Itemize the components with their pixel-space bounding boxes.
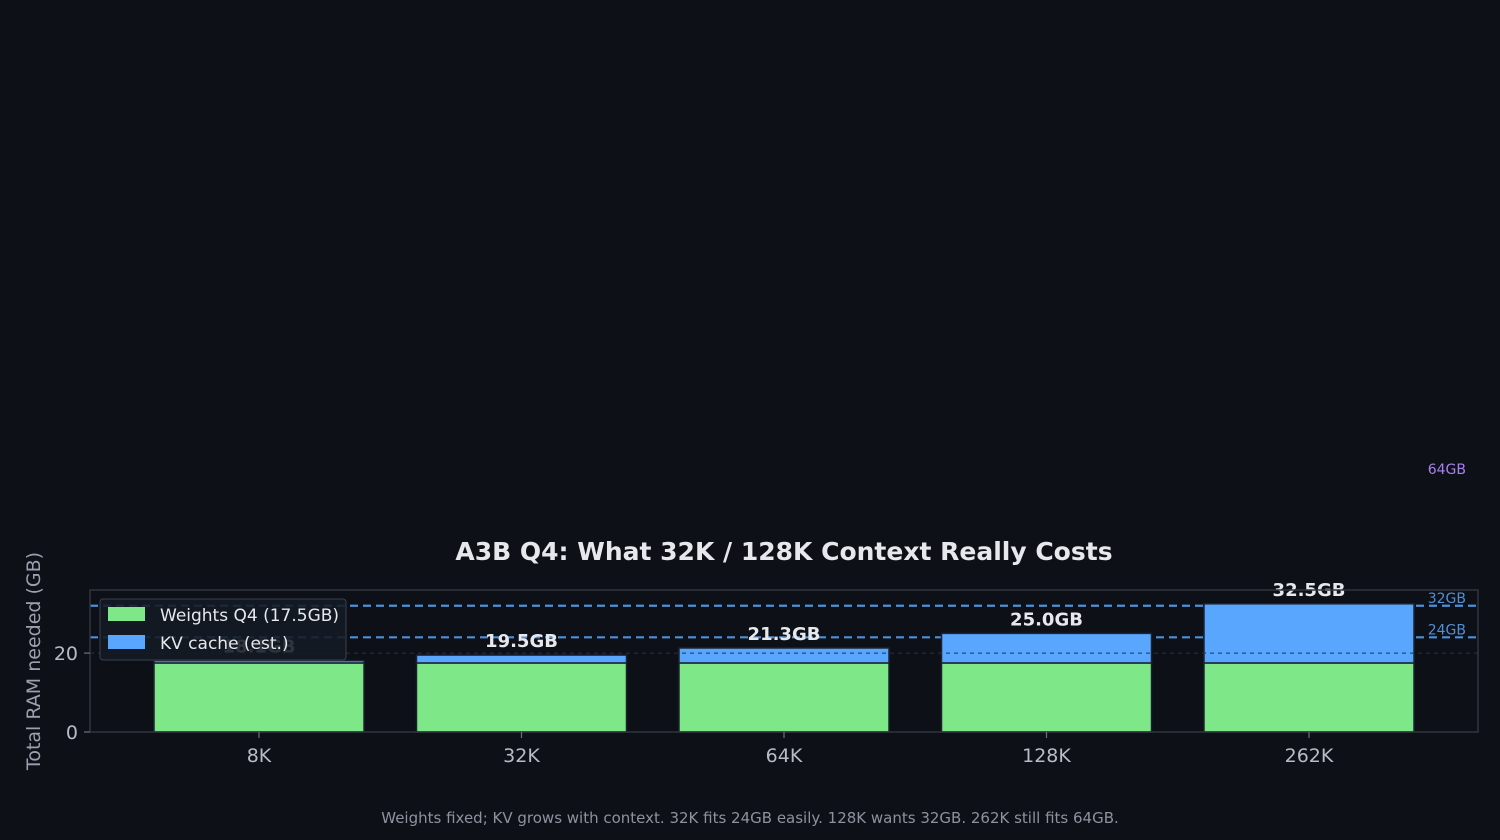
bar-kv-cache-128k [940, 632, 1153, 664]
legend-swatch-weights [108, 607, 145, 621]
chart-caption: Weights fixed; KV grows with context. 32… [381, 809, 1119, 827]
bar-weights-262k [1203, 662, 1415, 733]
bar-weights-8k [153, 662, 365, 733]
bar-kv-cache-64k [678, 647, 890, 664]
legend-label-weights: Weights Q4 (17.5GB) [160, 606, 339, 626]
bar-weights-32k [415, 662, 628, 733]
legend-box [99, 598, 347, 661]
total-label-32k: 19.5GB [485, 631, 558, 652]
reference-label-64gb: 64GB [1428, 462, 1466, 478]
bar-kv-cache-262k [1203, 603, 1415, 664]
x-tick-label-64k: 64K [766, 745, 803, 767]
bar-weights-64k [678, 662, 890, 733]
legend-swatch-kv-cache [108, 635, 145, 649]
reference-label-24gb: 24GB [1428, 622, 1466, 638]
y-tick-label-0: 0 [66, 722, 78, 744]
total-label-64k: 21.3GB [748, 624, 821, 645]
chart-title: A3B Q4: What 32K / 128K Context Really C… [455, 537, 1112, 566]
y-axis-label: Total RAM needed (GB) [23, 552, 45, 771]
bar-weights-128k [940, 662, 1153, 733]
x-tick-label-8k: 8K [247, 745, 272, 767]
total-label-128k: 25.0GB [1010, 609, 1083, 630]
x-tick-label-32k: 32K [503, 745, 540, 767]
bar-kv-cache-8k [153, 659, 365, 664]
x-tick-label-262k: 262K [1285, 745, 1334, 767]
y-tick-label-20: 20 [54, 643, 78, 665]
legend: Weights Q4 (17.5GB) KV cache (est.) [99, 598, 347, 661]
x-tick-label-128k: 128K [1022, 745, 1071, 767]
reference-label-32gb: 32GB [1428, 591, 1466, 607]
legend-label-kv-cache: KV cache (est.) [160, 634, 289, 654]
bar-kv-cache-32k [415, 654, 628, 664]
